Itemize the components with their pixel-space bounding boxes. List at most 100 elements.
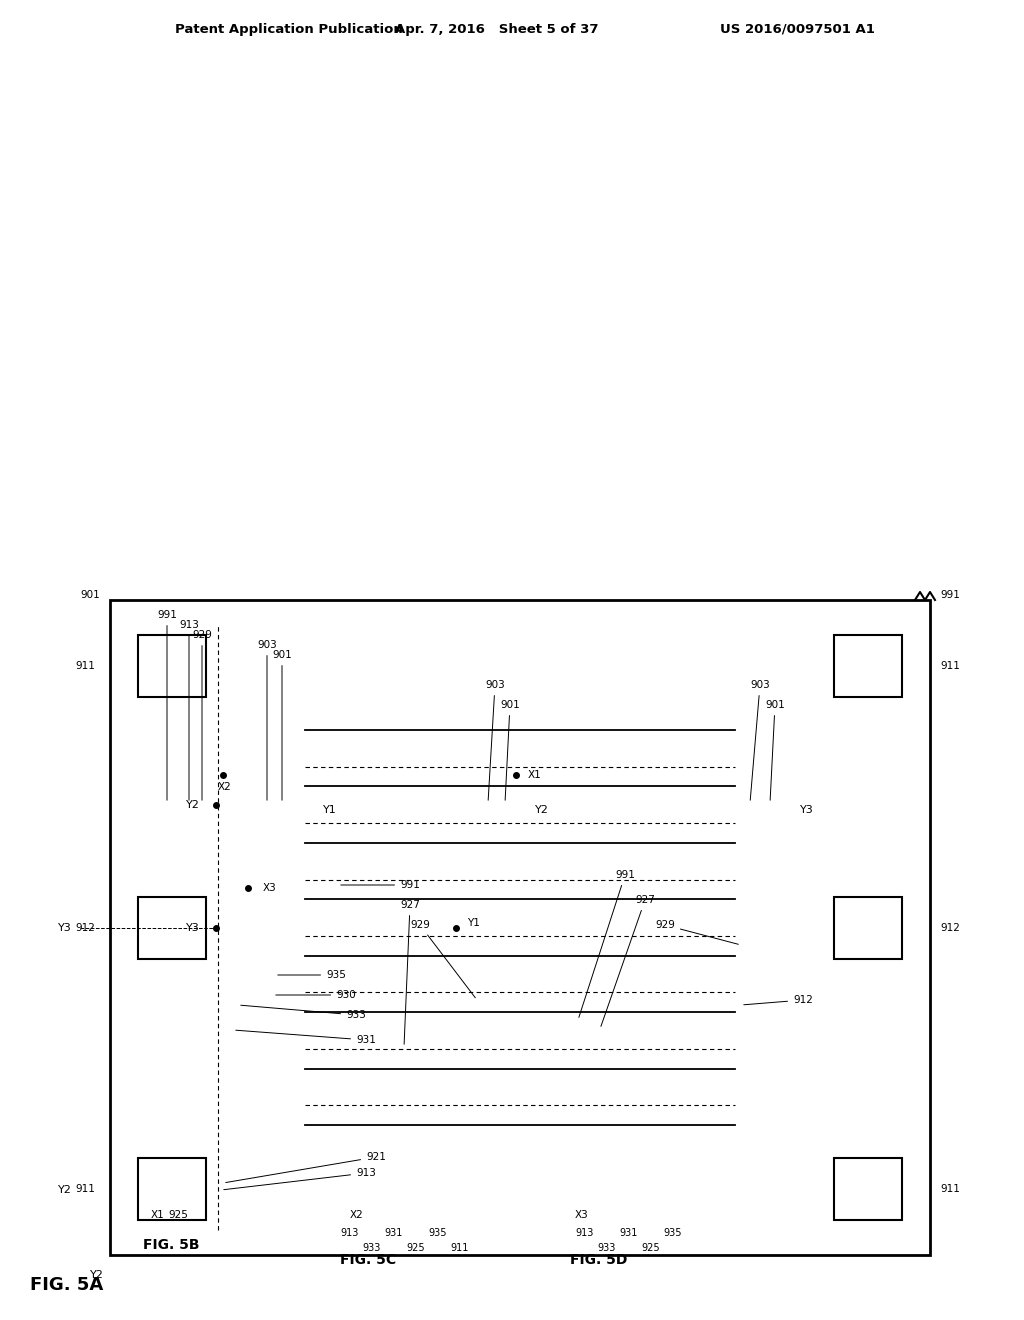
Text: 912: 912 (75, 923, 95, 933)
Bar (575, 1035, 607, 1175)
Bar (834, 1158, 902, 1220)
Text: Y3: Y3 (186, 923, 200, 933)
Text: Y1: Y1 (468, 917, 480, 928)
Bar (138, 1158, 206, 1220)
Bar (412, 1028, 477, 1040)
Text: Y3: Y3 (800, 805, 814, 814)
Text: 913: 913 (224, 1168, 376, 1189)
Bar (186, 805, 193, 1195)
Bar (125, 615, 915, 1239)
Text: 933: 933 (241, 1006, 366, 1020)
Bar (221, 1094, 273, 1107)
Bar (477, 805, 483, 1195)
Bar (211, 940, 280, 1060)
Bar (216, 925, 273, 940)
Bar (834, 635, 902, 697)
Bar (834, 635, 902, 697)
Text: 913: 913 (179, 620, 199, 800)
Bar (570, 805, 785, 1195)
Bar (377, 1055, 432, 1175)
Bar (211, 1162, 273, 1173)
Bar (741, 960, 746, 1040)
Text: Y2: Y2 (90, 1270, 103, 1280)
Text: 901: 901 (80, 590, 100, 601)
Bar (755, 805, 785, 1195)
Text: 901: 901 (765, 700, 784, 800)
Text: 930: 930 (275, 990, 356, 1001)
Text: 903: 903 (751, 680, 770, 800)
Text: X3: X3 (263, 883, 276, 894)
Bar (345, 805, 520, 1195)
Bar (251, 676, 790, 1179)
Text: 911: 911 (450, 1243, 468, 1253)
Bar (372, 1040, 437, 1055)
Bar (746, 805, 755, 1195)
Text: Y3: Y3 (58, 923, 72, 933)
Bar (273, 940, 280, 1060)
Bar (138, 898, 206, 960)
Bar (216, 1107, 273, 1122)
Text: 927: 927 (601, 895, 655, 1027)
Text: 935: 935 (428, 1228, 446, 1238)
Text: 913: 913 (575, 1228, 593, 1238)
Text: 929: 929 (193, 630, 212, 800)
Text: Y1: Y1 (324, 805, 337, 814)
Text: 935: 935 (663, 1228, 682, 1238)
Bar (211, 1173, 273, 1195)
Bar (372, 1040, 437, 1055)
Bar (287, 711, 753, 1143)
Bar (483, 805, 490, 1195)
Bar (221, 940, 273, 953)
Text: Y2: Y2 (58, 1185, 72, 1195)
Bar (211, 907, 273, 925)
Text: FIG. 5C: FIG. 5C (340, 1253, 396, 1267)
Text: Y2: Y2 (536, 805, 549, 814)
Bar (221, 940, 273, 953)
Text: 931: 931 (236, 1030, 376, 1045)
Text: 925: 925 (641, 1243, 659, 1253)
Text: 911: 911 (75, 1184, 95, 1195)
Bar (221, 1094, 273, 1107)
Bar (110, 601, 930, 1255)
Bar (215, 640, 825, 1214)
Bar (273, 805, 280, 1195)
Bar (834, 898, 902, 960)
Text: X1: X1 (527, 770, 542, 780)
Text: Apr. 7, 2016   Sheet 5 of 37: Apr. 7, 2016 Sheet 5 of 37 (395, 22, 598, 36)
Bar (148, 805, 308, 1195)
Bar (834, 1158, 902, 1220)
Bar (377, 1055, 432, 1175)
Text: X2: X2 (350, 1210, 364, 1220)
Text: X3: X3 (575, 1210, 589, 1220)
Text: 991: 991 (579, 870, 635, 1018)
Bar (490, 805, 520, 1195)
Text: 921: 921 (225, 1152, 386, 1183)
Bar (575, 1023, 620, 1035)
Text: 933: 933 (362, 1243, 380, 1253)
Text: 912: 912 (940, 923, 959, 933)
Text: 991: 991 (940, 590, 959, 601)
Text: Patent Application Publication: Patent Application Publication (175, 22, 402, 36)
Text: 929: 929 (410, 920, 475, 998)
Text: 911: 911 (75, 661, 95, 671)
Text: 931: 931 (384, 1228, 402, 1238)
Bar (607, 1008, 741, 1023)
Bar (138, 635, 206, 697)
Text: 933: 933 (597, 1243, 615, 1253)
Bar (269, 694, 771, 1162)
Text: 912: 912 (743, 995, 813, 1005)
Bar (422, 1005, 477, 1016)
Text: US 2016/0097501 A1: US 2016/0097501 A1 (720, 22, 874, 36)
Bar (427, 993, 477, 1005)
Text: FIG. 5A: FIG. 5A (30, 1276, 103, 1294)
Bar (345, 805, 377, 1195)
Bar (216, 1107, 273, 1122)
Bar (635, 953, 741, 968)
Text: 901: 901 (500, 700, 520, 800)
Bar (335, 805, 345, 1195)
Text: Y2: Y2 (186, 800, 200, 810)
Text: 903: 903 (257, 640, 276, 800)
Text: 911: 911 (940, 661, 959, 671)
Text: X1: X1 (151, 1210, 165, 1220)
Text: 931: 931 (618, 1228, 637, 1238)
